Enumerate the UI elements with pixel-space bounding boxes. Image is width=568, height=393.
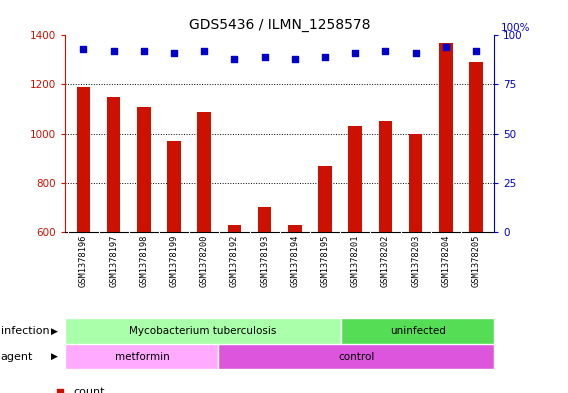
Text: uninfected: uninfected [390, 326, 445, 336]
Bar [439, 43, 453, 232]
Point [109, 48, 118, 54]
Text: GSM1378196: GSM1378196 [79, 235, 88, 287]
Text: GSM1378194: GSM1378194 [290, 235, 299, 287]
Bar [288, 224, 302, 232]
Bar [65, 318, 341, 344]
Point [169, 50, 178, 56]
Bar [107, 97, 120, 232]
Text: GSM1378195: GSM1378195 [320, 235, 329, 287]
Bar [65, 344, 219, 369]
Text: GSM1378202: GSM1378202 [381, 235, 390, 287]
Text: ▶: ▶ [51, 327, 58, 336]
Point [139, 48, 148, 54]
Text: GSM1378205: GSM1378205 [471, 235, 481, 287]
Point [200, 48, 209, 54]
Bar [341, 318, 494, 344]
Text: GSM1378200: GSM1378200 [200, 235, 209, 287]
Text: control: control [338, 352, 374, 362]
Text: GSM1378197: GSM1378197 [109, 235, 118, 287]
Point [381, 48, 390, 54]
Text: Mycobacterium tuberculosis: Mycobacterium tuberculosis [130, 326, 277, 336]
Text: ▶: ▶ [51, 352, 58, 361]
Bar [167, 141, 181, 232]
Bar [409, 134, 423, 232]
Point [243, 140, 252, 147]
Bar [198, 112, 211, 232]
Bar [348, 126, 362, 232]
Bar [258, 207, 272, 232]
Bar [219, 344, 494, 369]
Text: GSM1378203: GSM1378203 [411, 235, 420, 287]
Text: agent: agent [1, 352, 33, 362]
Bar [318, 165, 332, 232]
Point [350, 50, 360, 56]
Point [79, 46, 88, 52]
Text: GSM1378204: GSM1378204 [441, 235, 450, 287]
Text: GSM1378193: GSM1378193 [260, 235, 269, 287]
Point [243, 319, 252, 325]
Text: count: count [74, 387, 105, 393]
Point [320, 54, 329, 60]
Text: GSM1378198: GSM1378198 [139, 235, 148, 287]
Text: metformin: metformin [115, 352, 169, 362]
Point [471, 48, 481, 54]
Title: GDS5436 / ILMN_1258578: GDS5436 / ILMN_1258578 [189, 18, 370, 31]
Point [290, 56, 299, 62]
Bar [228, 224, 241, 232]
Text: GSM1378201: GSM1378201 [351, 235, 360, 287]
Point [411, 50, 420, 56]
Bar [137, 107, 151, 232]
Bar [379, 121, 392, 232]
Text: GSM1378199: GSM1378199 [169, 235, 178, 287]
Point [260, 54, 269, 60]
Text: GSM1378192: GSM1378192 [230, 235, 239, 287]
Text: 100%: 100% [501, 22, 531, 33]
Bar [469, 62, 483, 232]
Bar [77, 87, 90, 232]
Point [441, 44, 450, 50]
Text: infection: infection [1, 326, 49, 336]
Point [230, 56, 239, 62]
